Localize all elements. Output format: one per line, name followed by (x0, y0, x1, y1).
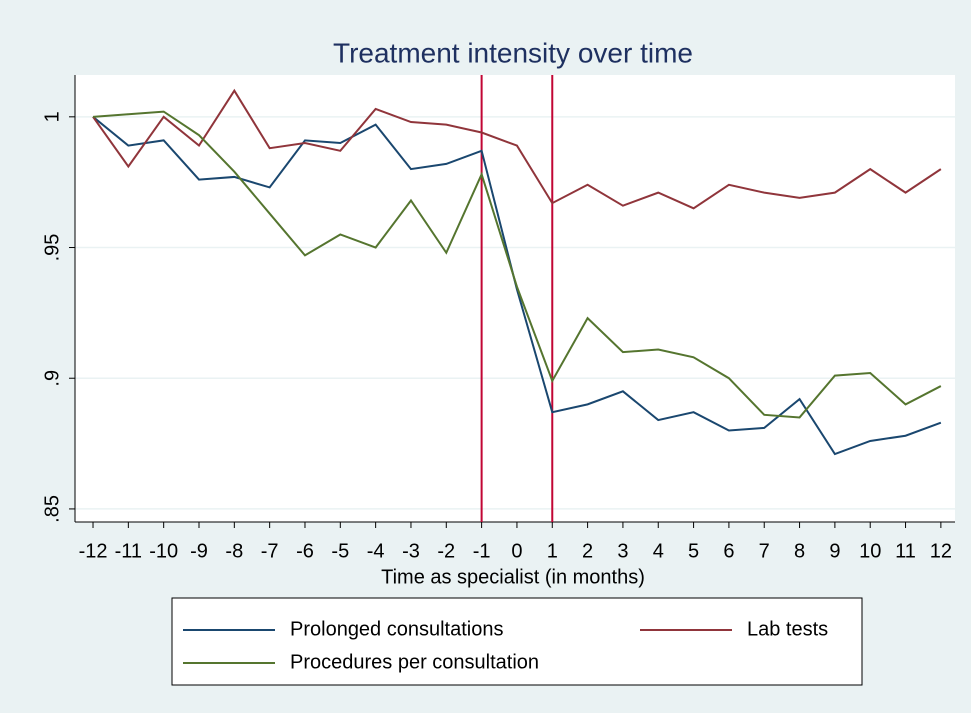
x-tick-label: 11 (895, 540, 916, 562)
chart-title: Treatment intensity over time (333, 37, 693, 68)
legend (171, 597, 863, 686)
x-tick-label: 4 (653, 540, 664, 562)
x-tick-label: 3 (617, 540, 628, 562)
legend-label: Procedures per consultation (290, 651, 539, 673)
x-tick-label: -8 (225, 540, 243, 562)
x-tick-label: 7 (759, 540, 770, 562)
x-tick-label: 0 (511, 540, 522, 562)
x-tick-label: -2 (437, 540, 455, 562)
plot-area (75, 75, 955, 522)
x-tick-label: -3 (402, 540, 420, 562)
y-tick-label: .85 (41, 495, 63, 523)
x-tick-label: -11 (115, 540, 142, 562)
x-tick-label: 8 (794, 540, 805, 562)
y-tick-label: .9 (41, 370, 63, 387)
x-tick-label: 12 (930, 540, 952, 562)
y-tick-label: .95 (41, 234, 63, 262)
series-line (92, 110, 942, 419)
x-tick-label: -4 (367, 540, 385, 562)
x-tick-label: -12 (79, 540, 108, 562)
x-axis-title: Time as specialist (in months) (381, 566, 645, 588)
x-tick-label: -9 (190, 540, 208, 562)
x-tick-label: 6 (723, 540, 734, 562)
x-tick-label: 2 (582, 540, 593, 562)
legend-label: Prolonged consultations (290, 618, 503, 640)
x-tick-label: -5 (331, 540, 349, 562)
x-tick-label: 1 (547, 540, 558, 562)
series-line (92, 88, 942, 210)
x-tick-label: 5 (688, 540, 699, 562)
x-tick-label: 10 (859, 540, 881, 562)
x-tick-label: -1 (473, 540, 491, 562)
legend-label: Lab tests (747, 618, 828, 640)
x-tick-label: -7 (261, 540, 279, 562)
y-tick-label: 1 (41, 111, 63, 122)
x-tick-label: -10 (149, 540, 178, 562)
x-tick-label: 9 (829, 540, 840, 562)
x-tick-label: -6 (296, 540, 314, 562)
